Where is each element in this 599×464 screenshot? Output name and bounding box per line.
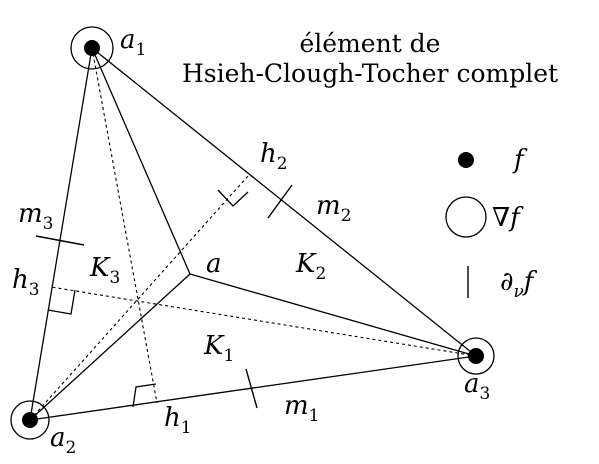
- tick-m2: [267, 184, 293, 219]
- subdivision-edges: [29, 47, 477, 421]
- vertex-a3-dot: [468, 348, 484, 364]
- label-m3: m3: [18, 199, 53, 234]
- label-K1: K1: [203, 331, 234, 366]
- label-m1: m1: [284, 391, 319, 426]
- title-line-1: élément de: [300, 29, 441, 58]
- edge-a-a1: [91, 47, 191, 275]
- legend-circle-label: ∇f: [492, 203, 524, 233]
- legend-circle-icon: [445, 196, 487, 238]
- altitude-a3-h3: [50, 286, 477, 357]
- edge-a1-a3: [91, 47, 477, 357]
- title-line-2: Hsieh-Clough-Tocher complet: [182, 59, 558, 88]
- altitude-a2-h2: [29, 175, 249, 421]
- edge-a2-a3: [29, 355, 477, 421]
- right-angle-h2: [217, 189, 249, 207]
- label-h2: h2: [260, 139, 288, 174]
- right-angle-markers: [47, 189, 249, 408]
- vertex-a1-dot: [84, 40, 100, 56]
- triangle-edges: [29, 47, 477, 421]
- vertex-a1-circle: [70, 26, 114, 70]
- altitude-a1-h1: [91, 47, 158, 404]
- label-h3: h3: [12, 265, 40, 300]
- edge-a-a2: [29, 273, 191, 421]
- vertex-a2-circle: [10, 400, 50, 440]
- right-angle-h1: [132, 383, 157, 408]
- edge-a-a3: [189, 273, 477, 357]
- legend-dot-label: f: [512, 145, 528, 175]
- label-K2: K2: [295, 249, 326, 284]
- label-a3: a3: [464, 369, 490, 404]
- vertex-markers: [10, 26, 495, 440]
- label-a1: a1: [120, 25, 146, 60]
- legend-tick-label: ∂νf: [500, 267, 538, 302]
- label-a2: a2: [50, 423, 76, 458]
- vertex-a3-circle: [457, 337, 495, 375]
- legend-dot-icon: [458, 152, 474, 168]
- label-h1: h1: [164, 403, 192, 438]
- midpoint-ticks: [35, 184, 293, 409]
- legend: f ∇f ∂νf: [445, 145, 538, 302]
- label-m2: m2: [316, 191, 351, 226]
- tick-m3: [35, 235, 85, 246]
- label-a: a: [206, 249, 222, 279]
- vertex-a2-dot: [22, 412, 38, 428]
- altitudes: [29, 47, 477, 421]
- tick-m1: [245, 368, 258, 409]
- label-K3: K3: [89, 253, 120, 288]
- right-angle-h3: [47, 289, 76, 315]
- edge-a1-a2: [29, 47, 93, 421]
